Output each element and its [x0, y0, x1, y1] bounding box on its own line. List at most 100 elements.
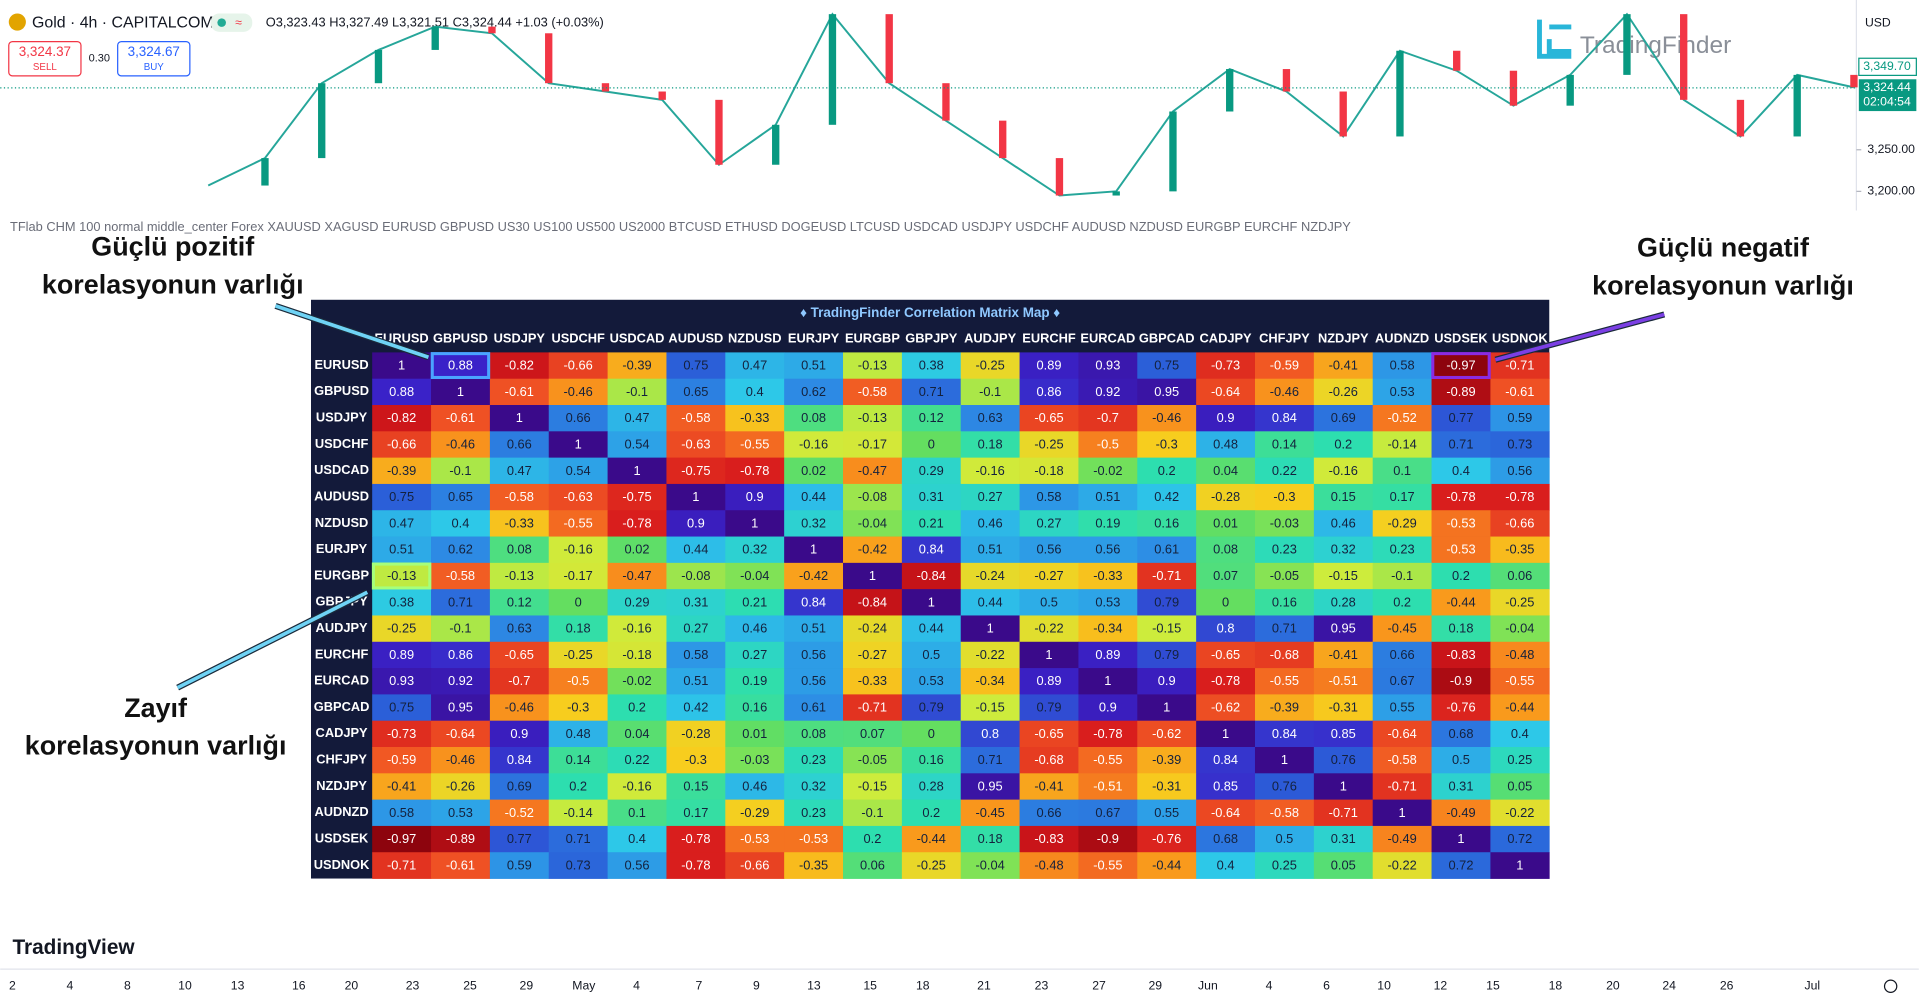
correlation-cell — [1372, 799, 1432, 827]
correlation-value: 0.77 — [507, 831, 532, 846]
correlation-value: 0.51 — [978, 542, 1003, 557]
correlation-value: -0.55 — [564, 515, 593, 530]
correlation-cell — [607, 405, 667, 432]
correlation-cell — [725, 641, 785, 669]
correlation-cell — [548, 668, 608, 695]
correlation-cell — [901, 720, 962, 748]
candle — [488, 26, 496, 34]
correlation-cell — [1196, 747, 1256, 774]
correlation-cell — [960, 641, 1020, 669]
correlation-cell — [1254, 562, 1315, 590]
correlation-value: 0.59 — [507, 857, 532, 872]
correlation-cell — [1137, 405, 1197, 432]
correlation-value: 0.66 — [1037, 805, 1062, 820]
status-pill[interactable] — [210, 13, 253, 32]
currency[interactable]: USD — [1865, 15, 1891, 29]
correlation-cell — [784, 615, 844, 643]
correlation-value: -0.14 — [1388, 436, 1417, 451]
correlation-value: -0.15 — [976, 700, 1005, 715]
correlation-cell — [666, 773, 726, 800]
correlation-cell — [1313, 510, 1374, 537]
correlation-cell — [725, 825, 785, 853]
correlation-cell — [1078, 405, 1138, 432]
correlation-value: 0.75 — [389, 700, 414, 715]
correlation-value: -0.39 — [622, 358, 651, 373]
correlation-value: -0.55 — [1093, 857, 1122, 872]
brand-logo[interactable]: TradingView — [12, 936, 135, 959]
correlation-value: 0.05 — [1507, 778, 1532, 793]
annotation: korelasyonun varlığı — [42, 269, 304, 299]
correlation-value: 0.06 — [1507, 568, 1532, 583]
correlation-value: -0.61 — [446, 857, 475, 872]
correlation-value: 1 — [1045, 647, 1052, 662]
correlation-value: -0.31 — [1329, 700, 1358, 715]
correlation-value: -0.55 — [1505, 673, 1534, 688]
correlation-cell — [1490, 799, 1550, 827]
correlation-cell — [431, 694, 491, 722]
correlation-value: 0.88 — [389, 384, 414, 399]
correlation-value: -0.22 — [1505, 805, 1534, 820]
correlation-cell — [1078, 457, 1138, 485]
correlation-value: -0.65 — [505, 647, 534, 662]
correlation-cell — [1431, 536, 1491, 564]
correlation-value: 0.04 — [1213, 463, 1238, 478]
correlation-value: -0.47 — [622, 568, 651, 583]
correlation-value: 0.68 — [1449, 726, 1474, 741]
correlation-cell — [1137, 852, 1197, 879]
correlation-value: 0.75 — [683, 358, 708, 373]
correlation-value: -0.46 — [564, 384, 593, 399]
correlation-cell — [1137, 773, 1197, 800]
correlation-cell — [843, 457, 903, 485]
correlation-value: -0.25 — [1034, 436, 1063, 451]
correlation-cell — [1019, 510, 1079, 537]
correlation-cell — [960, 773, 1020, 800]
correlation-cell — [1254, 852, 1315, 879]
symbol-title[interactable]: Gold · 4h · CAPITALCOM — [32, 14, 214, 31]
candle — [1736, 99, 1745, 137]
indicator-settings[interactable]: TFlab CHM 100 normal middle_center Forex… — [10, 219, 1351, 234]
correlation-cell — [1490, 694, 1550, 722]
column-header: NZDJPY — [1318, 330, 1369, 345]
sell-button[interactable] — [8, 40, 82, 77]
correlation-cell — [1019, 536, 1079, 564]
correlation-cell — [1078, 747, 1138, 774]
time-tick-label: 25 — [463, 978, 477, 992]
correlation-value: -0.46 — [446, 752, 475, 767]
correlation-value: 0.46 — [978, 515, 1003, 530]
correlation-cell — [431, 431, 491, 458]
buy-button[interactable] — [117, 40, 191, 77]
arrow — [1494, 312, 1665, 362]
time-tick-label: 12 — [1434, 978, 1448, 992]
correlation-value: -0.15 — [858, 778, 887, 793]
correlation-value: 0.19 — [742, 673, 767, 688]
correlation-cell — [1490, 562, 1550, 590]
correlation-value: -0.45 — [1388, 621, 1417, 636]
correlation-cell — [1078, 668, 1138, 695]
correlation-cell — [1490, 405, 1550, 432]
correlation-cell — [784, 510, 844, 537]
correlation-cell — [784, 562, 844, 590]
correlation-value: 0.55 — [1390, 700, 1415, 715]
correlation-value: -0.04 — [858, 515, 887, 530]
column-header: EURGBP — [845, 330, 900, 345]
correlation-cell — [1431, 615, 1491, 643]
settings-icon[interactable] — [1883, 979, 1898, 993]
correlation-cell — [1019, 668, 1079, 695]
correlation-value: 0.8 — [1217, 621, 1235, 636]
correlation-cell — [666, 694, 726, 722]
correlation-value: -0.51 — [1329, 673, 1358, 688]
correlation-value: 0.14 — [566, 752, 591, 767]
correlation-value: -0.39 — [1152, 752, 1181, 767]
correlation-cell — [607, 799, 667, 827]
correlation-cell — [607, 352, 667, 380]
correlation-cell — [843, 562, 903, 590]
correlation-value: -0.41 — [1329, 358, 1358, 373]
correlation-cell — [1490, 457, 1550, 485]
annotation: korelasyonun varlığı — [1592, 271, 1854, 301]
correlation-value: 0.89 — [1095, 647, 1120, 662]
correlation-value: -0.53 — [1446, 515, 1475, 530]
correlation-cell — [489, 405, 550, 432]
correlation-value: 0.1 — [628, 805, 646, 820]
column-header: EURJPY — [788, 330, 840, 345]
correlation-cell — [1137, 668, 1197, 695]
